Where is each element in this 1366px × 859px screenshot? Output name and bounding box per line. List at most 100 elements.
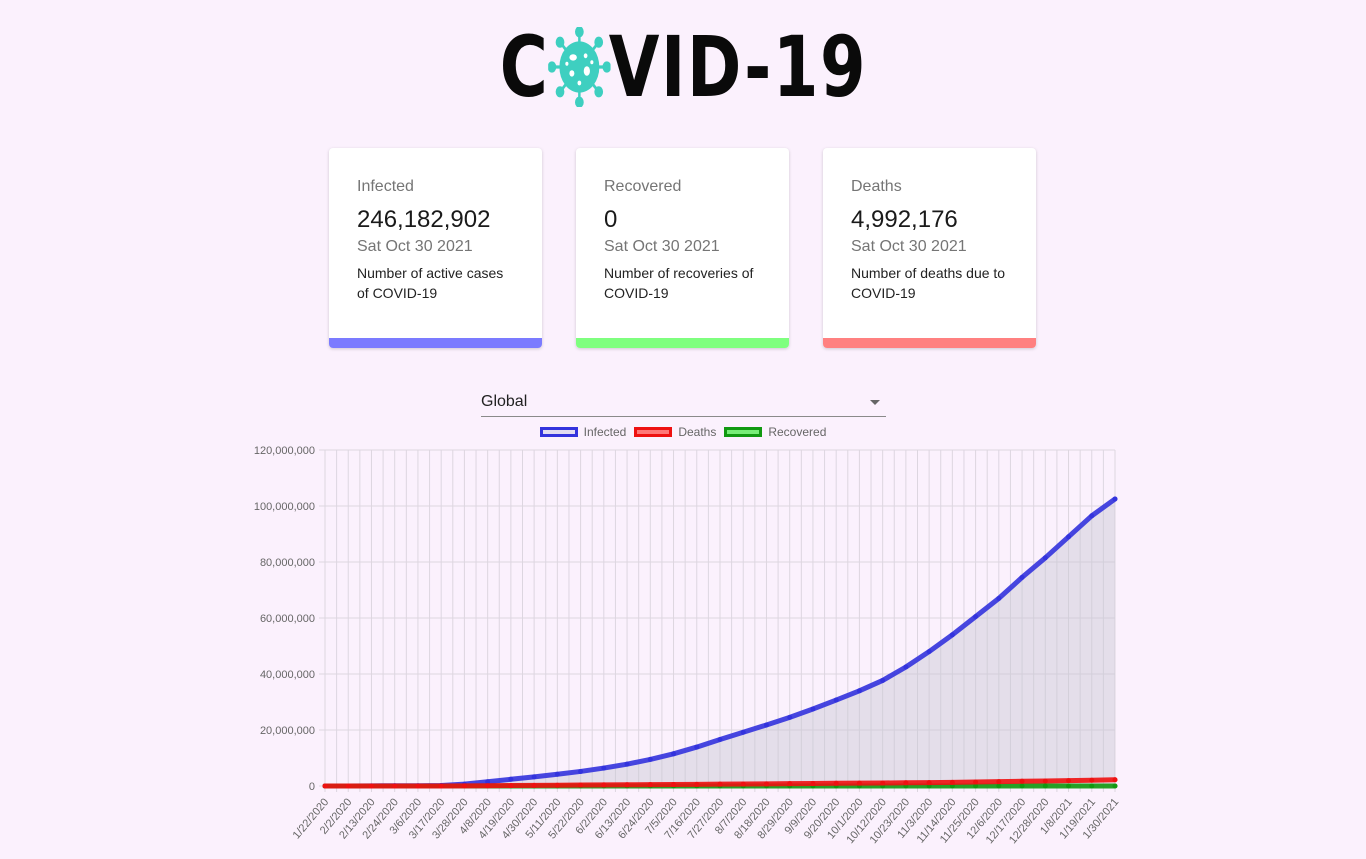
infected-point xyxy=(903,664,909,670)
infected-point xyxy=(1089,513,1095,519)
infected-point xyxy=(624,761,630,767)
deaths-point xyxy=(531,782,537,788)
infected-point xyxy=(485,779,491,785)
infected-point xyxy=(740,729,746,735)
y-tick-label: 20,000,000 xyxy=(260,725,315,737)
infected-point xyxy=(810,706,816,712)
recovered-point xyxy=(1042,783,1048,789)
legend-item-recovered[interactable]: Recovered xyxy=(724,425,826,439)
infected-point xyxy=(833,697,839,703)
card-value: 0 xyxy=(604,206,618,233)
card-description: Number of deaths due to COVID-19 xyxy=(851,265,1006,301)
card-color-bar xyxy=(576,338,789,348)
deaths-point xyxy=(949,779,955,785)
infected-point xyxy=(1112,496,1118,502)
y-tick-label: 40,000,000 xyxy=(260,669,315,681)
infected-point xyxy=(694,744,700,750)
deaths-point xyxy=(717,781,723,787)
logo-title-left: C xyxy=(499,18,549,116)
infected-point xyxy=(601,765,607,771)
infected-point xyxy=(717,737,723,743)
recovered-point xyxy=(1112,783,1118,789)
deaths-point xyxy=(763,781,769,787)
infected-point xyxy=(856,688,862,694)
deaths-point xyxy=(810,780,816,786)
deaths-point xyxy=(647,782,653,788)
recovered-point xyxy=(973,783,979,789)
deaths-point xyxy=(1042,778,1048,784)
deaths-point xyxy=(740,781,746,787)
recovered-card: Recovered 0 Sat Oct 30 2021 Number of re… xyxy=(576,148,789,348)
deaths-point xyxy=(508,783,514,789)
legend-label: Infected xyxy=(583,425,627,439)
legend-label: Recovered xyxy=(768,425,827,439)
deaths-point xyxy=(1112,777,1118,783)
deaths-point xyxy=(554,782,560,788)
legend-swatch xyxy=(634,427,673,437)
infected-point xyxy=(1066,534,1072,540)
country-select-value: Global xyxy=(481,393,528,410)
infected-point xyxy=(671,751,677,757)
card-date: Sat Oct 30 2021 xyxy=(357,238,473,255)
deaths-point xyxy=(926,780,932,786)
y-tick-label: 100,000,000 xyxy=(254,501,315,513)
deaths-point xyxy=(973,779,979,785)
deaths-point xyxy=(856,780,862,786)
deaths-point xyxy=(833,780,839,786)
infected-point xyxy=(1019,574,1025,580)
deaths-point xyxy=(1066,778,1072,784)
recovered-point xyxy=(1066,783,1072,789)
deaths-point xyxy=(438,783,444,789)
deaths-point xyxy=(461,783,467,789)
deaths-card: Deaths 4,992,176 Sat Oct 30 2021 Number … xyxy=(823,148,1036,348)
card-date: Sat Oct 30 2021 xyxy=(604,238,720,255)
country-select[interactable]: Global xyxy=(481,388,886,417)
infected-point xyxy=(787,714,793,720)
deaths-point xyxy=(485,783,491,789)
legend-item-infected[interactable]: Infected xyxy=(539,425,627,439)
infected-point xyxy=(996,595,1002,601)
infected-point xyxy=(531,774,537,780)
deaths-point xyxy=(694,781,700,787)
deaths-point xyxy=(996,779,1002,785)
card-description: Number of active cases of COVID-19 xyxy=(357,265,504,301)
infected-card: Infected 246,182,902 Sat Oct 30 2021 Num… xyxy=(329,148,542,348)
deaths-point xyxy=(392,783,398,789)
infected-point xyxy=(578,768,584,774)
deaths-point xyxy=(601,782,607,788)
infected-point xyxy=(554,771,560,777)
y-tick-label: 120,000,000 xyxy=(254,445,315,457)
logo-title: C VID-19 xyxy=(499,25,866,109)
line-chart: 0 20,000,000 40,000,000 60,000,000 80,000,00… xyxy=(254,445,1121,846)
dropdown-arrow-icon[interactable] xyxy=(870,400,880,405)
legend-swatch xyxy=(724,427,763,437)
recovered-point xyxy=(996,783,1002,789)
recovered-point xyxy=(1019,783,1025,789)
infected-point xyxy=(763,722,769,728)
deaths-point xyxy=(787,781,793,787)
deaths-point xyxy=(1019,778,1025,784)
infected-point xyxy=(1042,555,1048,561)
legend-item-deaths[interactable]: Deaths xyxy=(634,425,716,439)
card-color-bar xyxy=(329,338,542,348)
infected-point xyxy=(647,756,653,762)
stat-cards: Infected 246,182,902 Sat Oct 30 2021 Num… xyxy=(329,148,1036,348)
infected-point xyxy=(973,614,979,620)
deaths-point xyxy=(624,782,630,788)
deaths-point xyxy=(345,783,351,789)
legend-label: Deaths xyxy=(678,425,717,439)
card-description: Number of recoveries of COVID-19 xyxy=(604,265,754,301)
card-value: 4,992,176 xyxy=(851,206,958,233)
deaths-point xyxy=(415,783,421,789)
deaths-point xyxy=(1089,777,1095,783)
chart-legend: Infected Deaths Recovered xyxy=(0,425,1366,439)
card-value: 246,182,902 xyxy=(357,206,491,233)
infected-point xyxy=(880,677,886,683)
y-tick-label: 80,000,000 xyxy=(260,557,315,569)
legend-swatch xyxy=(539,427,578,437)
covid-logo: C VID-19 xyxy=(0,22,1366,112)
deaths-point xyxy=(880,780,886,786)
y-tick-label: 60,000,000 xyxy=(260,613,315,625)
card-title: Infected xyxy=(357,178,414,195)
card-date: Sat Oct 30 2021 xyxy=(851,238,967,255)
